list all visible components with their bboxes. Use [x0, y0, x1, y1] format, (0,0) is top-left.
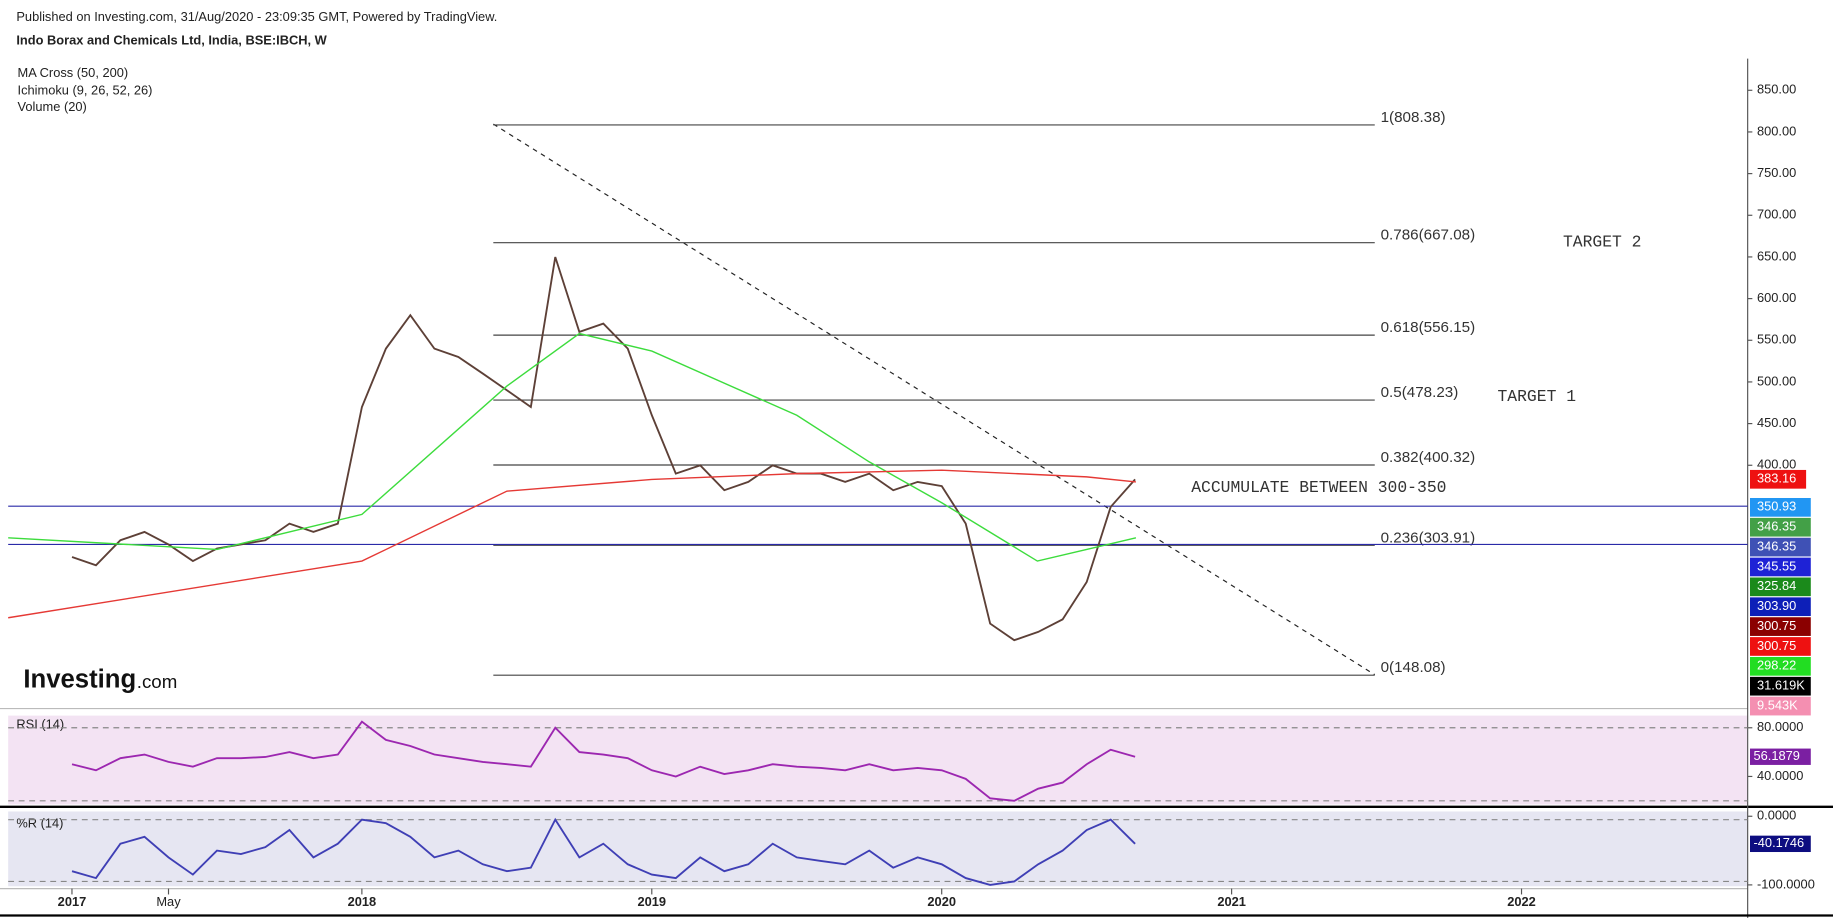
value-tag: [1750, 748, 1811, 765]
price-tag: [1750, 617, 1811, 636]
price-tag-label: 346.35: [1757, 519, 1796, 534]
value-tag-label: -40.1746: [1754, 835, 1805, 850]
price-tag-label: 325.84: [1757, 578, 1796, 593]
series-line: [71, 817, 1136, 886]
fib-label: 0.382(400.32): [1381, 449, 1476, 466]
series-line: [71, 256, 1136, 642]
annotation: ACCUMULATE BETWEEN 300-350: [1191, 478, 1446, 497]
price-tag-label: 9.543K: [1757, 697, 1798, 712]
price-tag-label: 300.75: [1757, 638, 1796, 653]
x-tick-label: 2018: [348, 894, 377, 909]
price-tag: [1750, 696, 1811, 716]
fib-label: 0(148.08): [1381, 659, 1446, 676]
y-tick-label: 80.0000: [1757, 719, 1803, 734]
fib-label: 0.5(478.23): [1381, 384, 1459, 401]
x-tick-label: 2021: [1217, 894, 1246, 909]
fib-label: 0.618(556.15): [1381, 319, 1476, 336]
y-tick-label: 750.00: [1757, 165, 1796, 180]
x-tick-label: May: [156, 894, 181, 909]
price-tag: [1750, 469, 1807, 489]
y-tick-label: 600.00: [1757, 290, 1796, 305]
series-line: [71, 720, 1136, 802]
y-tick-label: 850.00: [1757, 82, 1796, 97]
price-tag: [1750, 497, 1811, 517]
price-tag-label: 345.55: [1757, 558, 1796, 573]
price-tag-label: 346.35: [1757, 538, 1796, 553]
x-tick-label: 2017: [58, 894, 87, 909]
price-tag: [1750, 676, 1811, 696]
y-tick-label: 550.00: [1757, 332, 1796, 347]
indicator-legend: Ichimoku (9, 26, 52, 26): [18, 83, 153, 98]
rsi-panel: [8, 715, 1748, 805]
panel-title: RSI (14): [16, 716, 64, 731]
y-tick-label: 500.00: [1757, 373, 1796, 388]
indicator-legend: Volume (20): [18, 99, 87, 114]
price-tag: [1750, 656, 1811, 676]
price-tag: [1750, 597, 1811, 617]
y-tick-label: 650.00: [1757, 248, 1796, 263]
price-tag-label: 298.22: [1757, 658, 1796, 673]
logo: .com: [137, 671, 178, 692]
published-note: Published on Investing.com, 31/Aug/2020 …: [16, 9, 497, 24]
price-tag-label: 303.90: [1757, 598, 1796, 613]
price-tag: [1750, 517, 1811, 537]
price-tag-label: 350.93: [1757, 499, 1796, 514]
x-tick-label: 2020: [927, 894, 956, 909]
y-tick-label: 450.00: [1757, 415, 1796, 430]
value-tag: [1750, 835, 1811, 853]
y-tick-label: 400.00: [1757, 457, 1796, 472]
fib-label: 0.236(303.91): [1381, 529, 1476, 546]
y-tick-label: 40.0000: [1757, 768, 1803, 783]
y-tick-label: 800.00: [1757, 123, 1796, 138]
fib-label: 0.786(667.08): [1381, 227, 1476, 244]
y-tick-label: 0.0000: [1757, 808, 1796, 823]
logo: Investing: [23, 665, 136, 693]
symbol-title: Indo Borax and Chemicals Ltd, India, BSE…: [16, 32, 327, 47]
wr-panel: [8, 811, 1748, 887]
panel-title: %R (14): [16, 816, 63, 831]
fib-label: 1(808.38): [1381, 109, 1446, 126]
price-tag-label: 300.75: [1757, 618, 1796, 633]
price-tag: [1750, 557, 1811, 577]
indicator-legend: MA Cross (50, 200): [18, 65, 129, 80]
value-tag-label: 56.1879: [1754, 748, 1800, 763]
annotation: TARGET 2: [1563, 232, 1642, 251]
x-tick-label: 2022: [1507, 894, 1536, 909]
series-line: [8, 332, 1137, 562]
price-tag: [1750, 577, 1811, 597]
price-tag-label: 383.16: [1757, 471, 1796, 486]
price-tag: [1750, 537, 1811, 557]
y-tick-label: 700.00: [1757, 207, 1796, 222]
x-tick-label: 2019: [638, 894, 667, 909]
series-line: [8, 469, 1136, 619]
annotation: TARGET 1: [1497, 387, 1576, 406]
price-tag: [1750, 637, 1811, 656]
y-tick-label: -100.0000: [1757, 876, 1815, 891]
price-tag-label: 31.619K: [1757, 678, 1805, 693]
